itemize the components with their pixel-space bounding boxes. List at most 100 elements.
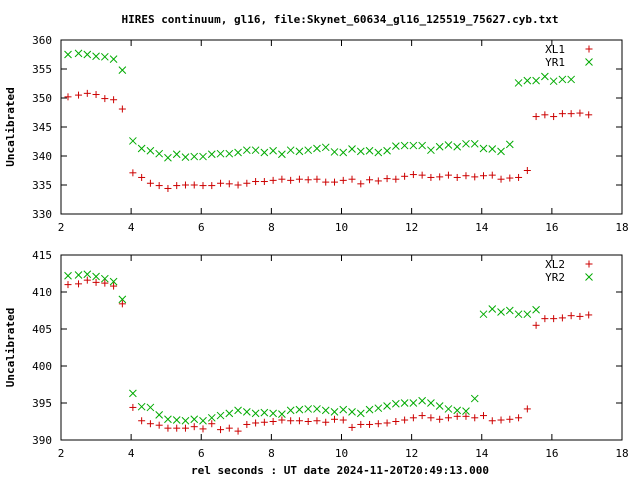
- data-point: [471, 173, 479, 181]
- y-tick-label: 410: [32, 286, 52, 299]
- data-point: [374, 404, 383, 413]
- data-point: [515, 173, 523, 181]
- data-point: [313, 175, 321, 183]
- data-point: [322, 178, 330, 186]
- y-tick-label: 355: [32, 63, 52, 76]
- x-tick-label: 12: [405, 221, 418, 234]
- data-point: [92, 272, 100, 281]
- data-point: [146, 146, 155, 155]
- data-point: [523, 76, 532, 85]
- data-point: [242, 408, 251, 416]
- data-point: [286, 146, 295, 155]
- data-point: [374, 177, 382, 185]
- data-point: [488, 305, 497, 313]
- data-point: [101, 279, 109, 287]
- data-point: [453, 173, 461, 181]
- data-point: [366, 420, 374, 428]
- data-point: [278, 150, 286, 159]
- data-point: [523, 310, 532, 319]
- data-point: [322, 418, 330, 426]
- legend-label: XL2: [545, 258, 565, 271]
- x-tick-label: 8: [268, 447, 275, 460]
- data-point: [365, 146, 374, 155]
- data-point: [576, 109, 584, 117]
- data-point: [558, 314, 566, 322]
- data-point: [260, 178, 268, 186]
- data-point: [101, 95, 109, 103]
- data-point: [146, 403, 155, 412]
- data-point: [217, 426, 225, 434]
- legend-marker: [585, 58, 593, 66]
- data-point: [401, 172, 409, 180]
- data-point: [497, 416, 505, 424]
- data-point: [479, 144, 488, 153]
- data-point: [252, 178, 260, 186]
- data-point: [251, 146, 260, 155]
- data-point: [453, 412, 461, 420]
- data-point: [505, 140, 514, 149]
- y-tick-label: 395: [32, 397, 52, 410]
- series-yr2: [64, 270, 540, 425]
- data-point: [92, 52, 100, 61]
- data-point: [225, 409, 234, 418]
- data-point: [339, 176, 347, 184]
- data-point: [401, 416, 409, 424]
- data-point: [138, 173, 146, 181]
- data-point: [190, 415, 199, 424]
- data-point: [74, 49, 83, 58]
- data-point: [523, 405, 531, 413]
- data-point: [313, 417, 321, 425]
- data-point: [321, 406, 330, 415]
- data-point: [225, 149, 234, 158]
- data-point: [585, 111, 593, 119]
- data-point: [453, 406, 462, 415]
- data-point: [418, 396, 426, 405]
- data-point: [497, 308, 505, 316]
- data-point: [304, 405, 313, 413]
- data-point: [118, 300, 126, 308]
- data-point: [118, 105, 126, 113]
- data-point: [435, 402, 444, 410]
- y-axis-label: Uncalibrated: [4, 87, 17, 166]
- data-point: [155, 149, 164, 158]
- data-point: [234, 148, 242, 157]
- data-point: [418, 171, 426, 179]
- y-tick-label: 390: [32, 434, 52, 447]
- data-point: [243, 179, 251, 187]
- data-point: [304, 146, 313, 155]
- series-xl2: [64, 276, 593, 435]
- legend-marker: [585, 45, 593, 53]
- data-point: [506, 415, 514, 423]
- y-tick-label: 400: [32, 360, 52, 373]
- data-point: [155, 421, 163, 429]
- legend-label: YR1: [545, 56, 565, 69]
- data-point: [83, 89, 91, 97]
- data-point: [427, 146, 435, 155]
- data-point: [436, 415, 444, 423]
- data-point: [199, 152, 207, 161]
- x-tick-label: 18: [615, 447, 628, 460]
- data-point: [462, 407, 470, 415]
- bottom-panel: 2 4 6 8 10 12 14 16 18 390 395 400 405 410 415 Uncalibr…: [4, 249, 629, 460]
- data-point: [392, 418, 400, 425]
- data-point: [304, 418, 312, 425]
- data-point: [462, 172, 470, 180]
- data-point: [444, 141, 453, 149]
- data-point: [252, 419, 260, 427]
- data-point: [356, 147, 365, 156]
- data-point: [64, 271, 72, 280]
- data-point: [409, 171, 417, 179]
- y-tick-label: 350: [32, 92, 52, 105]
- data-point: [541, 111, 549, 119]
- data-point: [304, 176, 312, 184]
- x-tick-label: 4: [128, 447, 135, 460]
- x-tick-label: 6: [198, 221, 205, 234]
- data-point: [532, 321, 540, 329]
- data-point: [155, 410, 164, 419]
- data-point: [365, 405, 374, 414]
- data-point: [514, 310, 523, 319]
- data-point: [391, 399, 400, 408]
- data-point: [541, 315, 549, 323]
- data-point: [409, 399, 418, 407]
- data-point: [295, 175, 303, 183]
